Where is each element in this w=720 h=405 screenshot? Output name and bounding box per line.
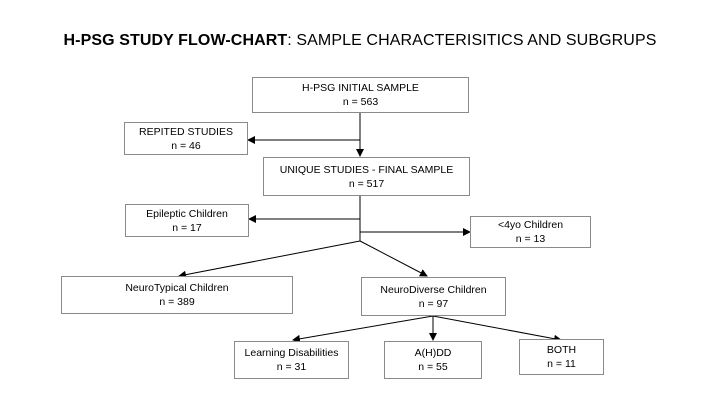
- title-bold: H-PSG STUDY FLOW-CHART: [63, 32, 288, 49]
- node-count: n = 46: [171, 139, 201, 152]
- node-neurodiverse-children: NeuroDiverse Children n = 97: [361, 277, 506, 316]
- node-label: BOTH: [546, 344, 577, 356]
- node-initial-sample: H-PSG INITIAL SAMPLE n = 563: [252, 77, 469, 113]
- node-count: n = 97: [418, 297, 449, 310]
- title-rest: : SAMPLE CHARACTERISITICS AND SUBGRUPS: [287, 32, 657, 49]
- node-count: n = 11: [547, 358, 576, 370]
- node-label: REPITED STUDIES: [139, 125, 233, 138]
- node-repited-studies: REPITED STUDIES n = 46: [124, 122, 248, 155]
- page-title: H-PSG STUDY FLOW-CHART: SAMPLE CHARACTER…: [0, 32, 720, 50]
- arrow-to-learning: [292, 315, 434, 343]
- node-both: BOTH n = 11: [519, 339, 604, 375]
- node-label: H-PSG INITIAL SAMPLE: [302, 82, 419, 94]
- node-label: UNIQUE STUDIES - FINAL SAMPLE: [279, 163, 454, 176]
- node-count: n = 17: [172, 221, 202, 234]
- node-ahdd: A(H)DD n = 55: [384, 341, 482, 379]
- node-unique-studies: UNIQUE STUDIES - FINAL SAMPLE n = 517: [263, 157, 470, 196]
- node-count: n = 563: [342, 96, 379, 108]
- node-count: n = 31: [276, 361, 307, 373]
- node-label: Epileptic Children: [146, 207, 228, 220]
- node-count: n = 55: [418, 361, 448, 373]
- node-count: n = 13: [515, 233, 546, 245]
- node-label: A(H)DD: [414, 347, 452, 359]
- arrow-to-both: [432, 315, 562, 343]
- node-under4-children: <4yo Children n = 13: [470, 216, 591, 248]
- node-count: n = 517: [348, 177, 385, 190]
- arrow-to-neurotypical: [178, 240, 361, 279]
- arrow-to-neurodiverse: [359, 240, 428, 277]
- node-neurotypical-children: NeuroTypical Children n = 389: [61, 276, 293, 314]
- node-epileptic-children: Epileptic Children n = 17: [125, 204, 249, 237]
- node-label: Learning Disabilities: [244, 347, 339, 359]
- node-label: <4yo Children: [497, 219, 564, 231]
- node-label: NeuroDiverse Children: [380, 283, 487, 296]
- node-label: NeuroTypical Children: [125, 282, 229, 294]
- node-learning-disabilities: Learning Disabilities n = 31: [234, 341, 349, 379]
- node-count: n = 389: [159, 296, 195, 308]
